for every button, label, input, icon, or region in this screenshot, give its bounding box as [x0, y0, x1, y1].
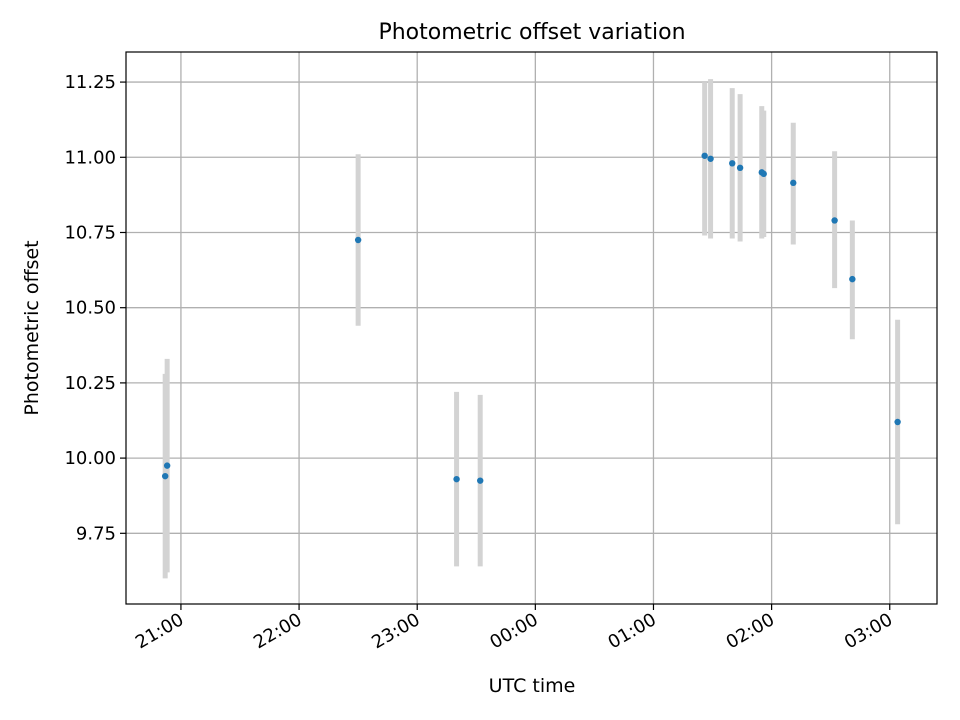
data-point: [163, 462, 171, 469]
data-point: [453, 475, 460, 483]
data-point: [736, 164, 744, 172]
data-point: [477, 477, 484, 484]
data-point: [354, 236, 362, 244]
chart-title: Photometric offset variation: [378, 20, 685, 45]
data-point: [849, 275, 856, 283]
x-axis: 21:00 22:00 23:00 00:00 01:00 02:00 03:00: [132, 604, 896, 653]
y-tick-label: 10.75: [64, 222, 116, 243]
data-point: [161, 472, 169, 480]
y-tick-label: 10.00: [64, 448, 116, 469]
y-tick-label: 11.25: [64, 72, 116, 93]
gridlines: [126, 52, 937, 604]
x-axis-label: UTC time: [489, 675, 576, 697]
y-tick-label: 10.25: [64, 373, 116, 394]
plot-frame: [125, 51, 938, 605]
x-tick-label: 01:00: [605, 609, 660, 653]
y-tick-label: 10.50: [64, 298, 116, 319]
data-point: [707, 155, 714, 162]
data-point: [894, 418, 901, 426]
x-tick-label: 21:00: [132, 609, 187, 653]
y-tick-label: 11.00: [64, 147, 116, 168]
data-point: [729, 160, 736, 167]
y-axis-label: Photometric offset: [21, 240, 43, 415]
y-axis: 9.75 10.00 10.25 10.50 10.75 11.00 11.25: [64, 72, 126, 544]
data-point: [760, 170, 767, 178]
x-tick-label: 22:00: [250, 609, 305, 653]
data-point: [701, 152, 708, 159]
data-point: [831, 217, 838, 224]
data-point: [790, 179, 797, 187]
x-tick-label: 00:00: [486, 609, 541, 653]
x-tick-label: 03:00: [841, 609, 896, 653]
error-bars: [162, 79, 901, 579]
x-tick-label: 23:00: [368, 609, 423, 653]
y-tick-label: 9.75: [76, 523, 116, 544]
x-tick-label: 02:00: [723, 609, 778, 653]
data-points: [161, 152, 901, 484]
